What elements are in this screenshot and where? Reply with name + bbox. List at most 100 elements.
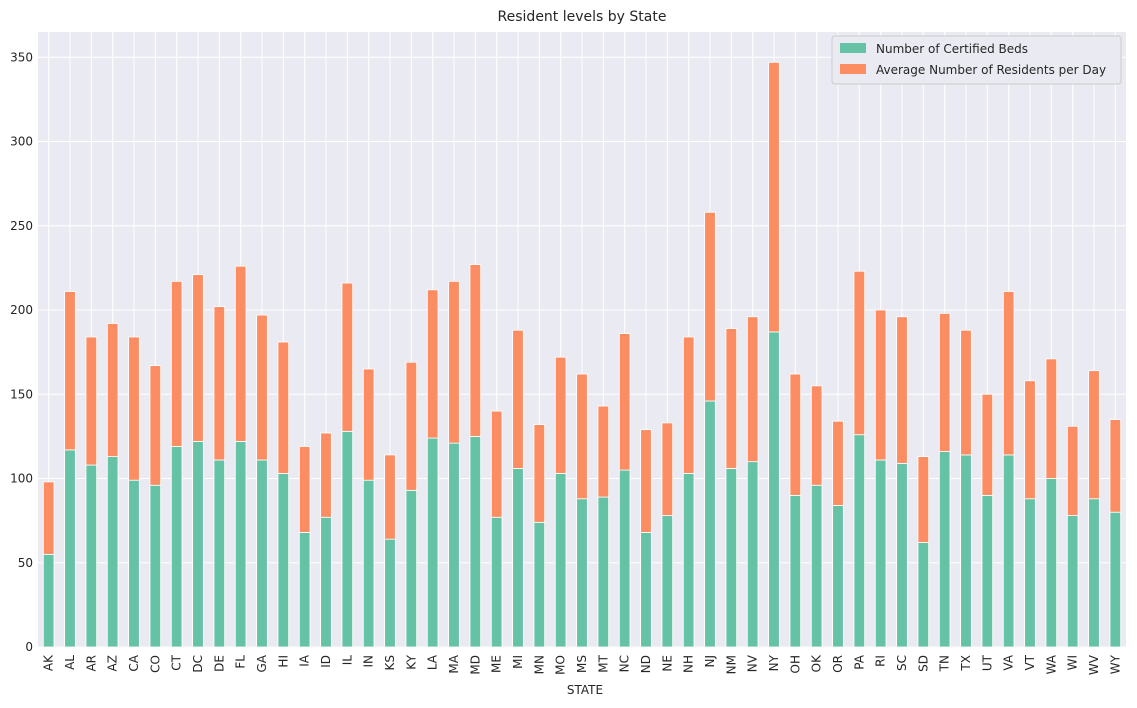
- x-tick-label: NV: [746, 654, 760, 672]
- bar-mo-avg-residents: [554, 356, 567, 474]
- x-tick-label: KS: [383, 655, 397, 671]
- bar-mt-certified-beds: [597, 496, 610, 648]
- y-axis-ticks: 0 50 100 150 200 250 300 350: [10, 50, 33, 654]
- bar-ms-certified-beds: [576, 498, 588, 648]
- bar-in-certified-beds: [362, 479, 375, 648]
- bar-ny-certified-beds: [768, 331, 780, 648]
- bar-ms-avg-residents: [576, 373, 588, 500]
- legend: Number of Certified Beds Average Number …: [831, 35, 1122, 85]
- bar-nc-avg-residents: [618, 333, 631, 471]
- bar-mi-avg-residents: [512, 329, 524, 469]
- x-tick-label: CO: [148, 655, 162, 673]
- bar-nj-certified-beds: [704, 400, 716, 648]
- y-tick-label: 300: [10, 135, 33, 149]
- x-tick-label: HI: [276, 655, 290, 668]
- x-tick-label: VT: [1023, 654, 1037, 670]
- x-tick-label: CT: [170, 654, 184, 670]
- bar-wv-certified-beds: [1088, 498, 1100, 648]
- bar-md-avg-residents: [469, 264, 482, 437]
- bar-tn-certified-beds: [938, 451, 951, 648]
- bar-ma-certified-beds: [448, 442, 460, 648]
- bar-mn-certified-beds: [533, 521, 546, 648]
- bar-az-certified-beds: [106, 456, 119, 648]
- y-tick-label: 200: [10, 303, 33, 317]
- x-tick-label: RI: [874, 655, 888, 667]
- bar-ga-certified-beds: [256, 459, 268, 648]
- x-tick-label: GA: [255, 654, 269, 672]
- bar-nv-certified-beds: [746, 461, 759, 648]
- x-tick-label: DC: [191, 655, 205, 673]
- y-tick-label: 250: [10, 219, 33, 233]
- bar-ky-avg-residents: [405, 361, 418, 491]
- x-tick-label: WI: [1066, 655, 1080, 670]
- bar-mn-avg-residents: [533, 424, 546, 523]
- bar-ct-certified-beds: [170, 446, 183, 648]
- bar-dc-certified-beds: [192, 441, 204, 648]
- x-tick-label: FL: [234, 655, 248, 669]
- x-axis-label: STATE: [567, 683, 603, 697]
- x-tick-label: AL: [63, 655, 77, 670]
- x-tick-label: NH: [682, 655, 696, 673]
- x-tick-label: MN: [532, 655, 546, 674]
- x-tick-label: ID: [319, 655, 333, 668]
- bar-ut-certified-beds: [981, 494, 994, 648]
- bar-me-certified-beds: [490, 516, 503, 648]
- bar-nd-avg-residents: [640, 429, 652, 533]
- legend-label-certified-beds: Number of Certified Beds: [876, 42, 1028, 56]
- bar-fl-certified-beds: [234, 441, 247, 648]
- bar-ia-certified-beds: [298, 532, 311, 648]
- x-tick-label: MS: [575, 655, 589, 673]
- legend-box: [831, 35, 1122, 85]
- x-axis-ticks: AK AL AR AZ CA CO CT DC DE FL GA HI IA ID IL IN KS KY LA MA…: [42, 654, 1123, 675]
- bar-al-certified-beds: [64, 449, 76, 648]
- bar-nm-avg-residents: [725, 328, 738, 469]
- bar-il-certified-beds: [341, 430, 354, 648]
- bar-nc-certified-beds: [618, 469, 631, 648]
- bar-il-avg-residents: [341, 282, 354, 432]
- bar-sc-certified-beds: [896, 462, 908, 648]
- bar-mi-certified-beds: [512, 467, 524, 648]
- x-tick-label: NJ: [703, 655, 717, 668]
- x-tick-label: ME: [490, 655, 504, 673]
- bar-ut-avg-residents: [981, 393, 994, 496]
- bar-ca-avg-residents: [128, 336, 140, 481]
- x-tick-label: MA: [447, 654, 461, 673]
- bar-ne-certified-beds: [661, 515, 674, 648]
- bar-nj-avg-residents: [704, 211, 716, 402]
- bar-nv-avg-residents: [746, 316, 759, 463]
- bar-ar-certified-beds: [85, 464, 98, 648]
- bar-wi-certified-beds: [1066, 515, 1079, 648]
- bar-sc-avg-residents: [896, 316, 908, 464]
- x-tick-label: IN: [362, 655, 376, 668]
- bar-az-avg-residents: [106, 323, 119, 458]
- bar-me-avg-residents: [490, 410, 503, 518]
- bar-va-avg-residents: [1002, 291, 1015, 456]
- bars: [42, 61, 1122, 648]
- bar-ar-avg-residents: [85, 336, 98, 466]
- bar-ak-certified-beds: [42, 553, 55, 648]
- bar-dc-avg-residents: [192, 274, 204, 442]
- bar-wi-avg-residents: [1066, 425, 1079, 516]
- x-tick-label: DE: [212, 655, 226, 672]
- x-tick-label: OH: [788, 655, 802, 673]
- bar-la-certified-beds: [426, 437, 439, 648]
- x-tick-label: MT: [596, 654, 610, 672]
- bar-ma-avg-residents: [448, 280, 460, 444]
- bar-in-avg-residents: [362, 368, 375, 481]
- bar-wa-avg-residents: [1045, 358, 1058, 479]
- x-tick-label: IL: [340, 655, 354, 666]
- bar-tx-avg-residents: [960, 329, 972, 456]
- y-tick-label: 0: [25, 640, 33, 654]
- bar-mt-avg-residents: [597, 405, 610, 498]
- bar-wy-certified-beds: [1109, 511, 1122, 648]
- x-tick-label: NM: [724, 655, 738, 674]
- bar-sd-avg-residents: [917, 456, 930, 543]
- legend-swatch-avg-residents: [840, 64, 866, 74]
- x-tick-label: AZ: [106, 655, 120, 671]
- x-tick-label: MD: [468, 655, 482, 675]
- bar-wy-avg-residents: [1109, 419, 1122, 513]
- x-tick-label: IA: [298, 654, 312, 667]
- bar-or-certified-beds: [832, 505, 844, 648]
- x-tick-label: OK: [810, 654, 824, 672]
- bar-ca-certified-beds: [128, 479, 140, 648]
